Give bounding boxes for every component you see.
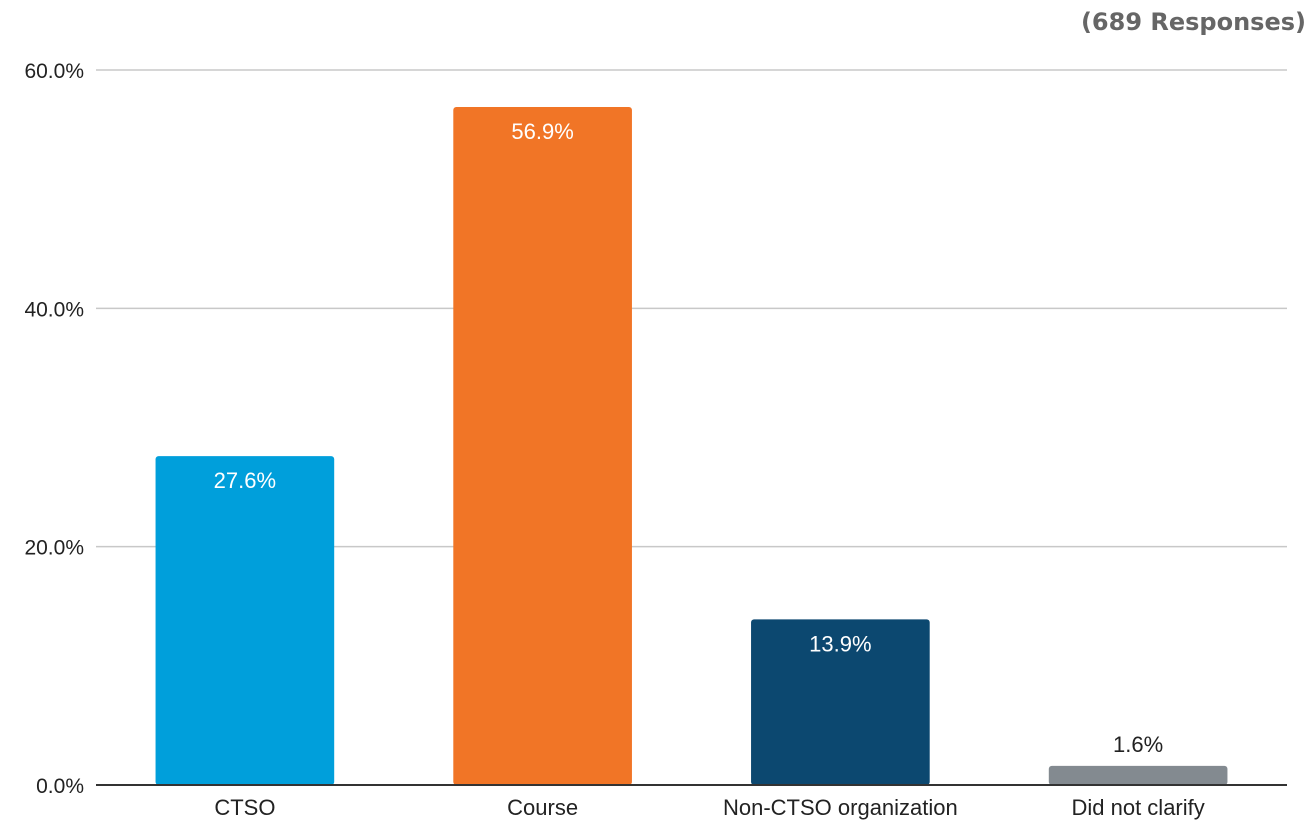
labels: 0.0% 20.0% 40.0% 60.0% 27.6% CTSO 56.9% Course 1… [24, 60, 1204, 820]
x-tick-label: Did not clarify [1071, 795, 1204, 820]
responses-count: (689 Responses) [1080, 8, 1306, 36]
bar [1048, 765, 1228, 785]
x-tick-label: CTSO [214, 795, 275, 820]
bar [453, 106, 632, 786]
y-tick-label: 20.0% [24, 537, 84, 560]
x-tick-label: Course [507, 795, 578, 820]
bar [155, 456, 335, 785]
data-label: 13.9% [809, 631, 871, 656]
y-tick-label: 60.0% [24, 60, 84, 83]
y-tick-label: 0.0% [36, 775, 84, 798]
data-label: 27.6% [214, 468, 276, 493]
x-tick-label: Non-CTSO organization [723, 795, 958, 820]
bar [751, 619, 930, 785]
bars [155, 106, 1228, 786]
data-label: 56.9% [511, 119, 573, 144]
y-tick-label: 40.0% [24, 298, 84, 321]
data-label: 1.6% [1113, 732, 1163, 757]
